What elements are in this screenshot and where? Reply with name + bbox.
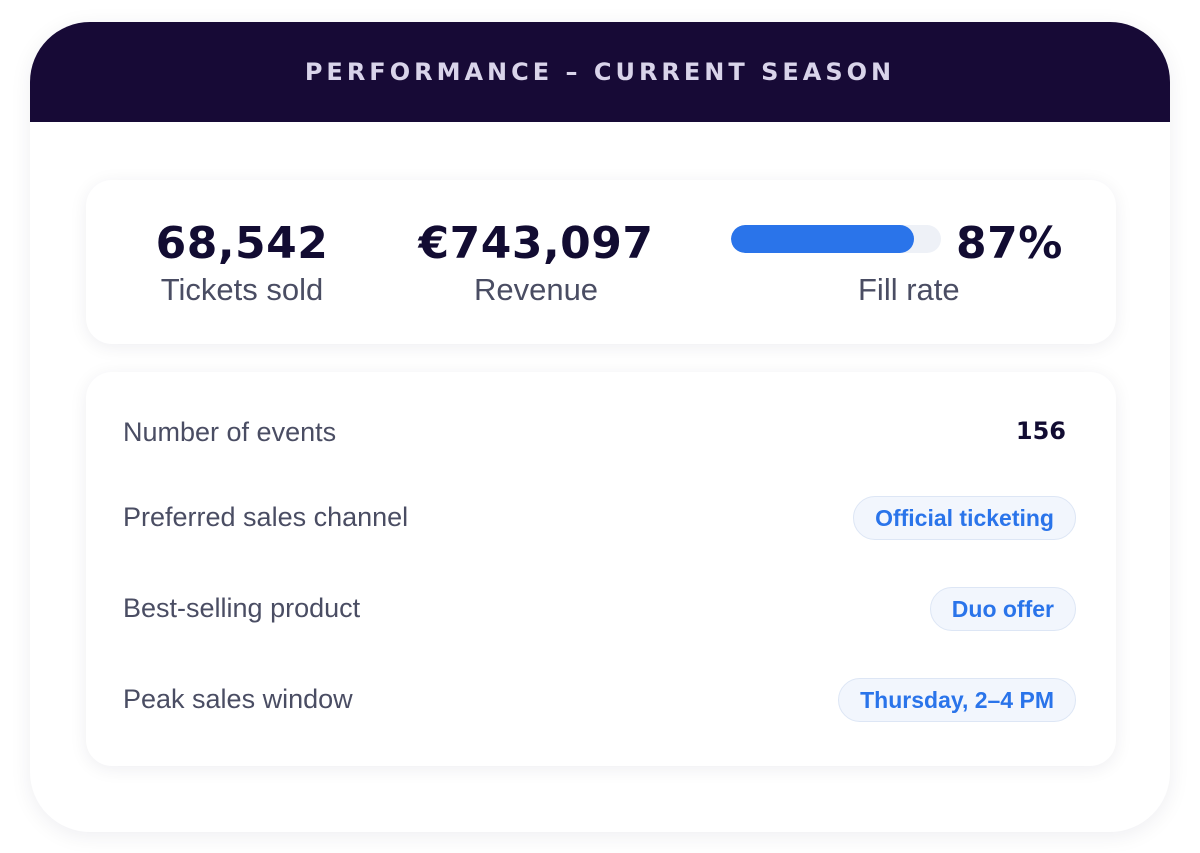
fill-rate-progress-track	[731, 225, 941, 253]
detail-row-sales-channel: Preferred sales channel Official ticketi…	[86, 494, 1116, 544]
stat-tickets-sold: 68,542 Tickets sold	[142, 180, 342, 344]
events-count-value: 156	[1015, 417, 1066, 445]
best-selling-product-badge: Duo offer	[929, 587, 1076, 631]
fill-rate-progress-bar	[731, 225, 914, 253]
stat-revenue: €743,097 Revenue	[386, 180, 686, 344]
stat-fill-rate: 87% Fill rate	[726, 180, 1096, 344]
card-header: PERFORMANCE – CURRENT SEASON	[30, 22, 1170, 122]
tickets-sold-value: 68,542	[155, 218, 329, 269]
fill-rate-label: Fill rate	[858, 272, 960, 307]
detail-row-peak-sales-window: Peak sales window Thursday, 2–4 PM	[86, 676, 1116, 726]
detail-label: Preferred sales channel	[123, 502, 409, 532]
fill-rate-value: 87%	[956, 218, 1063, 269]
sales-channel-badge: Official ticketing	[853, 496, 1076, 540]
revenue-value: €743,097	[418, 218, 654, 269]
detail-row-best-selling-product: Best-selling product Duo offer	[86, 585, 1116, 635]
detail-row-number-of-events: Number of events 156	[86, 409, 1116, 459]
details-panel: Number of events 156 Preferred sales cha…	[86, 372, 1116, 766]
card-title: PERFORMANCE – CURRENT SEASON	[304, 58, 896, 86]
detail-label: Best-selling product	[123, 593, 361, 623]
stats-panel: 68,542 Tickets sold €743,097 Revenue 87%…	[86, 180, 1116, 344]
detail-label: Number of events	[123, 417, 337, 447]
tickets-sold-label: Tickets sold	[160, 272, 324, 307]
detail-label: Peak sales window	[123, 684, 353, 714]
peak-sales-window-badge: Thursday, 2–4 PM	[838, 678, 1076, 722]
revenue-label: Revenue	[473, 272, 599, 307]
performance-card: PERFORMANCE – CURRENT SEASON 68,542 Tick…	[30, 22, 1170, 832]
